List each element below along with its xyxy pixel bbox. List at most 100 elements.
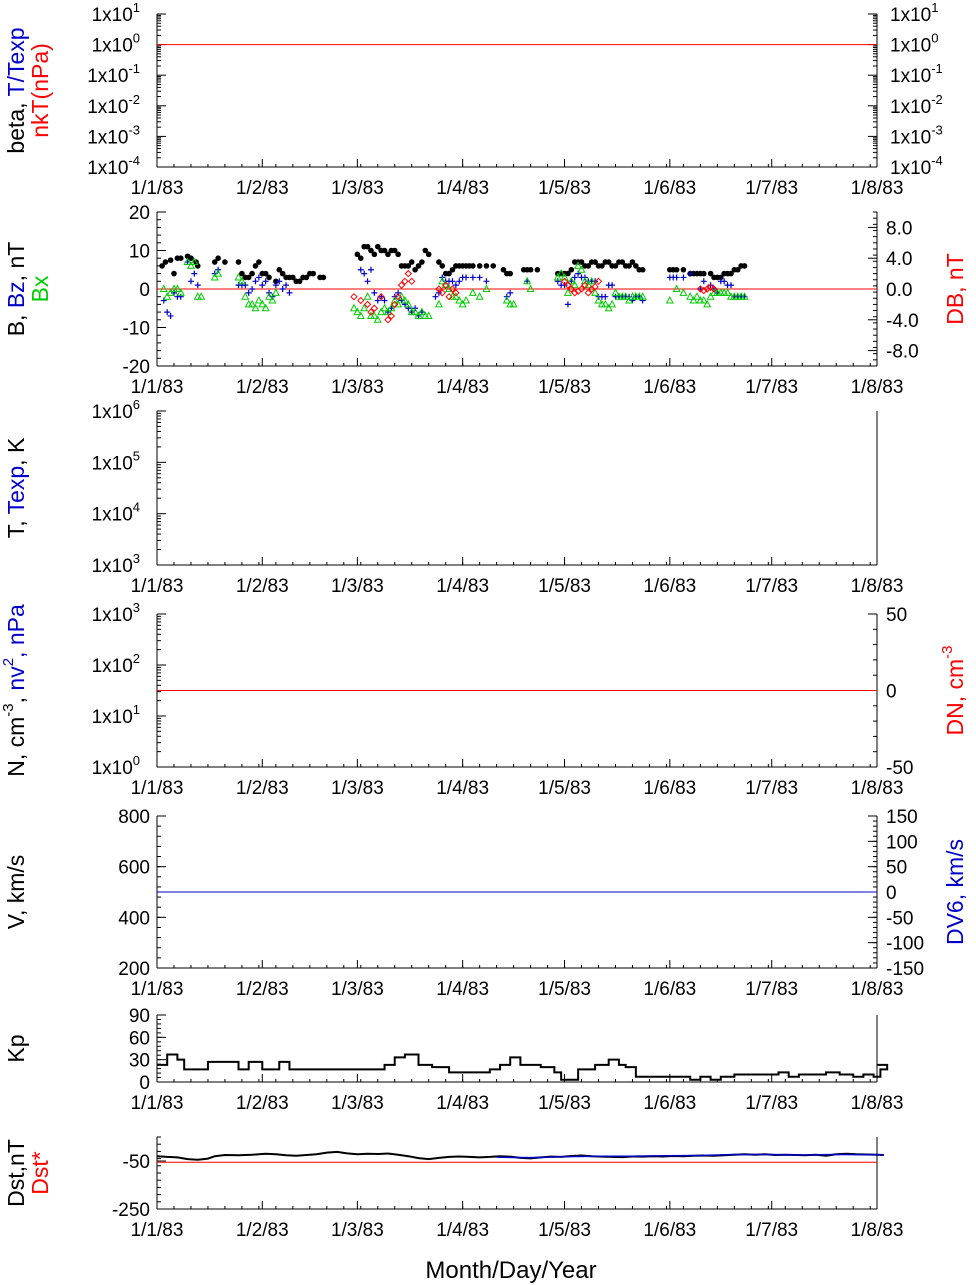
- right-y-tick-label: 50: [886, 858, 907, 879]
- bx-point: [665, 295, 674, 304]
- db-point: [441, 281, 450, 289]
- y-tick-label: -10: [123, 319, 150, 340]
- bz-point: [191, 270, 198, 277]
- y-axis-title-2: Bx: [27, 275, 53, 302]
- b-point: [188, 255, 194, 261]
- y-tick-label: 0: [139, 1073, 150, 1094]
- b-point: [266, 274, 272, 281]
- x-tick-label: 1/1/83: [131, 1093, 184, 1114]
- db-point: [391, 300, 399, 309]
- bx-point: [251, 303, 260, 312]
- panel-b: 1/1/83 1/2/83 1/3/83 1/4/83 1/5/83 1/6/83 1/7/…: [123, 203, 919, 398]
- b-point: [252, 263, 259, 269]
- bx-point: [353, 307, 362, 316]
- bz-point: [245, 289, 252, 296]
- x-tick-label: 1/4/83: [436, 979, 489, 1000]
- bx-point: [458, 299, 467, 308]
- x-tick-label: 1/2/83: [236, 377, 289, 398]
- panel-beta: 1/1/83 1/2/83 1/3/83 1/4/83 1/5/83 1/6/83 1/7/…: [87, 0, 943, 199]
- b-point: [439, 263, 446, 269]
- y-tick-label: 200: [118, 959, 150, 980]
- bz-point: [727, 282, 734, 289]
- bx-point: [190, 257, 199, 266]
- bx-point: [686, 292, 695, 300]
- bz-point: [279, 286, 286, 292]
- bx-point: [703, 299, 712, 308]
- y-tick-label: 1x100: [92, 753, 140, 779]
- b-point: [527, 266, 534, 273]
- db-point: [560, 277, 569, 286]
- b-point: [680, 266, 687, 273]
- x-tick-label: 1/8/83: [851, 1220, 904, 1241]
- bx-point: [574, 261, 583, 269]
- x-tick-label: 1/5/83: [538, 178, 591, 199]
- b-point: [592, 259, 598, 265]
- bx-point: [163, 292, 172, 300]
- x-tick-label: 1/1/83: [131, 979, 184, 1000]
- bx-point: [567, 276, 576, 285]
- x-tick-label: 1/8/83: [851, 778, 904, 799]
- x-tick-label: 1/8/83: [851, 377, 904, 398]
- y-axis-title: N, cm-3, nv2, nPa: [0, 604, 29, 777]
- db-point: [357, 296, 365, 305]
- bx-point: [608, 299, 617, 308]
- bz-point: [262, 278, 269, 285]
- db-point: [377, 292, 385, 301]
- db-point: [445, 292, 453, 301]
- x-tick-label: 1/1/83: [131, 1220, 184, 1241]
- bx-point: [411, 307, 420, 316]
- y-tick-label: 1x10-3: [890, 122, 943, 148]
- b-point: [368, 247, 374, 254]
- bz-point: [452, 282, 459, 289]
- x-axis-title: Month/Day/Year: [425, 1257, 596, 1284]
- bz-point: [252, 278, 259, 285]
- bx-point: [349, 303, 359, 312]
- bz-point: [361, 270, 368, 277]
- b-point: [728, 270, 734, 277]
- right-y-tick-label: 0: [886, 883, 897, 904]
- right-y-tick-label: 8.0: [886, 218, 912, 239]
- b-point: [167, 257, 174, 263]
- bx-point: [380, 303, 389, 312]
- bx-point: [591, 288, 600, 296]
- x-tick-label: 1/4/83: [436, 178, 489, 199]
- x-tick-label: 1/7/83: [745, 1093, 798, 1114]
- bx-point: [400, 295, 409, 304]
- right-y-tick-label: -50: [886, 908, 913, 929]
- b-point: [273, 278, 279, 285]
- y-axis-title: T, Texp, K: [3, 437, 29, 538]
- b-point: [279, 270, 286, 277]
- y-axis-title-2: Dst*: [27, 1151, 53, 1195]
- x-tick-label: 1/5/83: [538, 576, 591, 597]
- b-point: [385, 251, 391, 258]
- bx-point: [577, 265, 586, 273]
- bx-point: [601, 299, 610, 308]
- db-point: [448, 285, 457, 293]
- y-tick-label: 600: [118, 858, 150, 879]
- db-point: [591, 282, 599, 291]
- panel-kp: 1/1/83 1/2/83 1/3/83 1/4/83 1/5/83 1/6/83 1/7/…: [129, 1006, 904, 1114]
- b-point: [446, 270, 452, 277]
- y-tick-label: 400: [118, 908, 150, 929]
- bz-point: [639, 297, 646, 304]
- y-axis-title-2: nkT(nPa): [27, 43, 53, 138]
- x-tick-label: 1/7/83: [745, 178, 798, 199]
- x-tick-label: 1/7/83: [745, 979, 798, 1000]
- db-point: [452, 289, 460, 297]
- bx-point: [183, 257, 192, 266]
- bx-point: [625, 295, 634, 304]
- b-point: [578, 259, 585, 265]
- x-tick-label: 1/8/83: [851, 576, 904, 597]
- bx-point: [679, 288, 688, 296]
- bx-point: [383, 307, 392, 316]
- bz-point: [276, 278, 283, 285]
- bx-point: [638, 292, 647, 300]
- x-tick-label: 1/5/83: [538, 377, 591, 398]
- bz-point: [364, 278, 371, 285]
- bx-point: [258, 299, 267, 308]
- x-tick-label: 1/1/83: [131, 576, 184, 597]
- bx-point: [390, 295, 399, 304]
- y-axis-title: Dst,nT: [3, 1139, 29, 1207]
- bx-point: [502, 295, 511, 304]
- b-point: [391, 247, 398, 254]
